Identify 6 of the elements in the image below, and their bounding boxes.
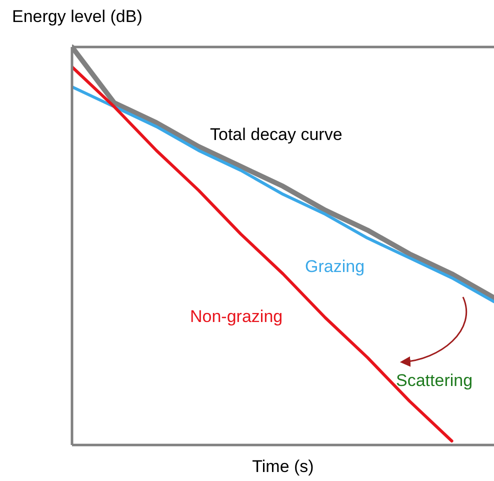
annotation: Scattering	[396, 371, 473, 390]
x-axis-title: Time (s)	[252, 457, 314, 476]
series-label: Grazing	[305, 257, 365, 276]
series-label: Non-grazing	[190, 307, 283, 326]
y-axis-title: Energy level (dB)	[12, 7, 142, 26]
series-label: Total decay curve	[210, 125, 342, 144]
